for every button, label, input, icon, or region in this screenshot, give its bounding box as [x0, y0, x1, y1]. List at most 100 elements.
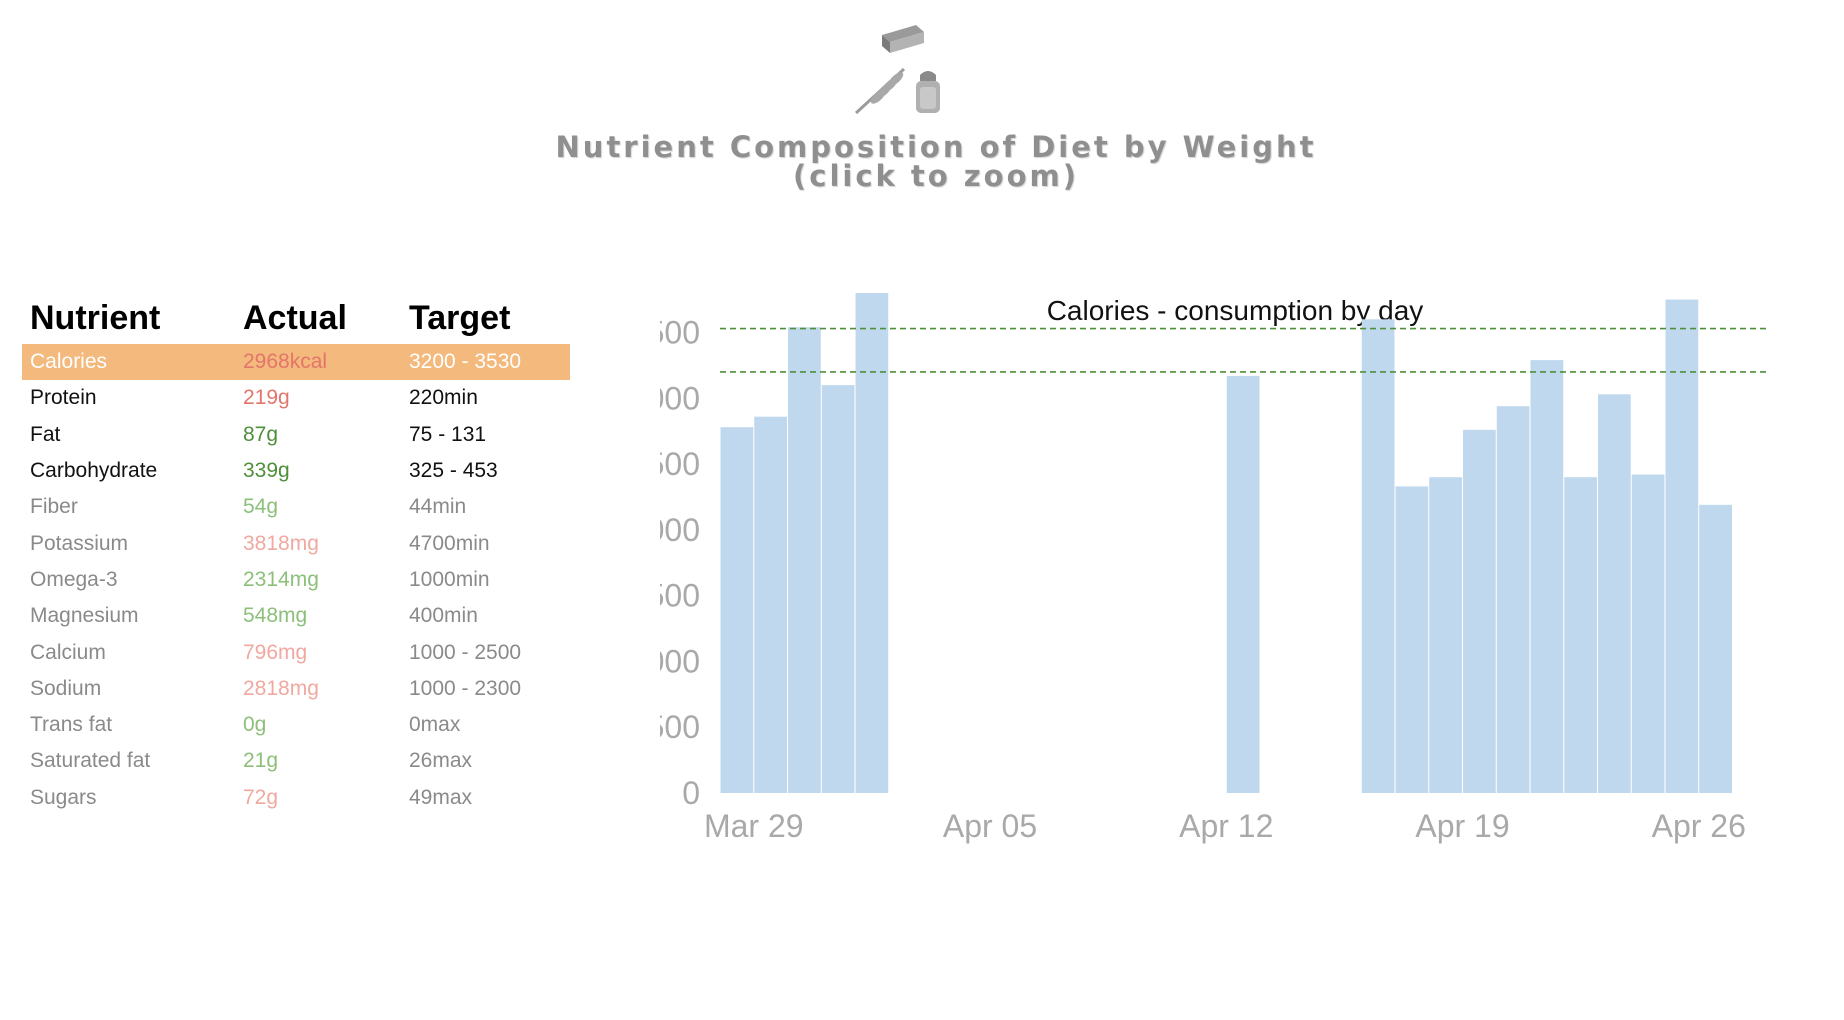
- nutrient-icon-cluster[interactable]: [820, 15, 960, 125]
- target-cell: 0max: [409, 713, 461, 737]
- actual-cell: 548mg: [243, 604, 308, 628]
- target-cell: 1000 - 2500: [409, 640, 522, 664]
- bar: [754, 416, 787, 793]
- bar: [1463, 429, 1496, 793]
- nutrient-cell: Calcium: [30, 640, 106, 664]
- header-actual: Actual: [243, 299, 347, 337]
- actual-cell: 2968kcal: [235, 344, 401, 381]
- nutrient-cell: Potassium: [30, 531, 129, 555]
- y-axis: 0 500 1,000 1,500 2,000 2,500 3,000 3,500: [660, 314, 700, 811]
- nutrient-cell: Fat: [30, 422, 61, 446]
- bar: [855, 293, 889, 793]
- y-tick-label: 0: [682, 775, 700, 811]
- bar: [1226, 375, 1260, 793]
- bar: [1631, 474, 1665, 793]
- y-tick-label: 1,500: [660, 578, 700, 614]
- actual-cell: 339g: [243, 459, 290, 483]
- x-tick-label: Apr 12: [1179, 808, 1273, 844]
- nutrient-cell: Protein: [30, 386, 97, 410]
- actual-cell: 54g: [243, 495, 279, 519]
- salt-shaker-icon: [916, 71, 940, 113]
- nutrient-cell: Magnesium: [30, 604, 139, 628]
- table-row: Calories 2968kcal 3200 - 3530: [22, 344, 570, 381]
- y-tick-label: 3,000: [660, 380, 700, 416]
- bar: [1598, 394, 1631, 793]
- target-lines: [720, 327, 1767, 373]
- actual-cell: 87g: [243, 422, 279, 446]
- table-row: Sugars 72g 49max: [22, 780, 570, 816]
- nutrient-cell: Carbohydrate: [30, 459, 158, 483]
- bar: [720, 427, 754, 793]
- page-title[interactable]: Nutrient Composition of Diet by Weight (…: [0, 133, 1844, 191]
- table-row: Fiber 54g 44min: [22, 489, 570, 525]
- actual-cell: 21g: [243, 749, 279, 773]
- target-cell: 4700min: [409, 531, 490, 555]
- nutrient-cell: Sodium: [30, 676, 102, 700]
- bar: [1699, 504, 1732, 793]
- grain-icon: [854, 67, 906, 115]
- header-target: Target: [409, 299, 511, 337]
- x-tick-label: Apr 26: [1652, 808, 1746, 844]
- calories-chart-svg: Calories - consumption by day 0 500 1,000 1…: [660, 293, 1767, 844]
- y-tick-label: 500: [660, 709, 700, 745]
- table-row: Saturated fat 21g 26max: [22, 743, 570, 779]
- target-cell: 325 - 453: [409, 459, 498, 483]
- nutrient-cell: Calories: [22, 344, 235, 381]
- table-row: Magnesium 548mg 400min: [22, 598, 570, 634]
- bar: [821, 385, 855, 793]
- table-row: Carbohydrate 339g 325 - 453: [22, 453, 570, 489]
- target-cell: 49max: [409, 785, 473, 809]
- title-line-main: Nutrient Composition of Diet by Weight: [555, 130, 1317, 164]
- table-row: Sodium 2818mg 1000 - 2300: [22, 671, 570, 707]
- actual-cell: 219g: [243, 386, 290, 410]
- nutrient-table: Nutrient Actual Target Calories 2968kcal 3…: [22, 296, 570, 816]
- butter-icon: [882, 25, 924, 53]
- bar: [1496, 406, 1530, 793]
- bar-group: [720, 293, 1732, 793]
- table-header-row: Nutrient Actual Target: [22, 296, 570, 344]
- actual-cell: 72g: [243, 785, 279, 809]
- nutrient-cell: Trans fat: [30, 713, 113, 737]
- actual-cell: 796mg: [243, 640, 308, 664]
- header-nutrient: Nutrient: [30, 299, 161, 337]
- table-row: Protein 219g 220min: [22, 380, 570, 416]
- x-tick-label: Mar 29: [704, 808, 804, 844]
- bar: [788, 327, 821, 793]
- bar: [1395, 486, 1429, 793]
- y-tick-label: 2,500: [660, 446, 700, 482]
- table-row: Calcium 796mg 1000 - 2500: [22, 634, 570, 670]
- target-cell: 400min: [409, 604, 478, 628]
- nutrient-cell: Fiber: [30, 495, 78, 519]
- table-row: Fat 87g 75 - 131: [22, 417, 570, 453]
- table-row: Omega-3 2314mg 1000min: [22, 562, 570, 598]
- bar: [1530, 360, 1564, 793]
- chart-title: Calories - consumption by day: [1047, 295, 1424, 326]
- bar: [1564, 477, 1597, 793]
- y-tick-label: 2,000: [660, 512, 700, 548]
- x-axis: Mar 29 Apr 05 Apr 12 Apr 19 Apr 26: [704, 808, 1746, 844]
- actual-cell: 0g: [243, 713, 267, 737]
- y-tick-label: 1,000: [660, 643, 700, 679]
- target-cell: 1000 - 2300: [409, 676, 522, 700]
- nutrient-cell: Saturated fat: [30, 749, 151, 773]
- actual-cell: 2818mg: [243, 676, 319, 700]
- target-cell: 75 - 131: [409, 422, 487, 446]
- target-cell: 44min: [409, 495, 467, 519]
- bar: [1429, 477, 1462, 793]
- target-cell: 3200 - 3530: [401, 344, 570, 381]
- table-row: Potassium 3818mg 4700min: [22, 525, 570, 561]
- calories-chart: Calories - consumption by day 0 500 1,000 1…: [660, 280, 1844, 1000]
- target-cell: 26max: [409, 749, 473, 773]
- bar: [1665, 299, 1699, 793]
- title-line-zoom-hint: (click to zoom): [793, 159, 1079, 193]
- actual-cell: 3818mg: [243, 531, 319, 555]
- y-tick-label: 3,500: [660, 314, 700, 350]
- bar: [1361, 319, 1395, 793]
- target-cell: 220min: [409, 386, 478, 410]
- nutrient-cell: Omega-3: [30, 567, 118, 591]
- nutrient-cell: Sugars: [30, 785, 97, 809]
- x-tick-label: Apr 05: [943, 808, 1037, 844]
- table-body: Calories 2968kcal 3200 - 3530 Protein 219g 22…: [22, 344, 570, 816]
- actual-cell: 2314mg: [243, 567, 319, 591]
- table-row: Trans fat 0g 0max: [22, 707, 570, 743]
